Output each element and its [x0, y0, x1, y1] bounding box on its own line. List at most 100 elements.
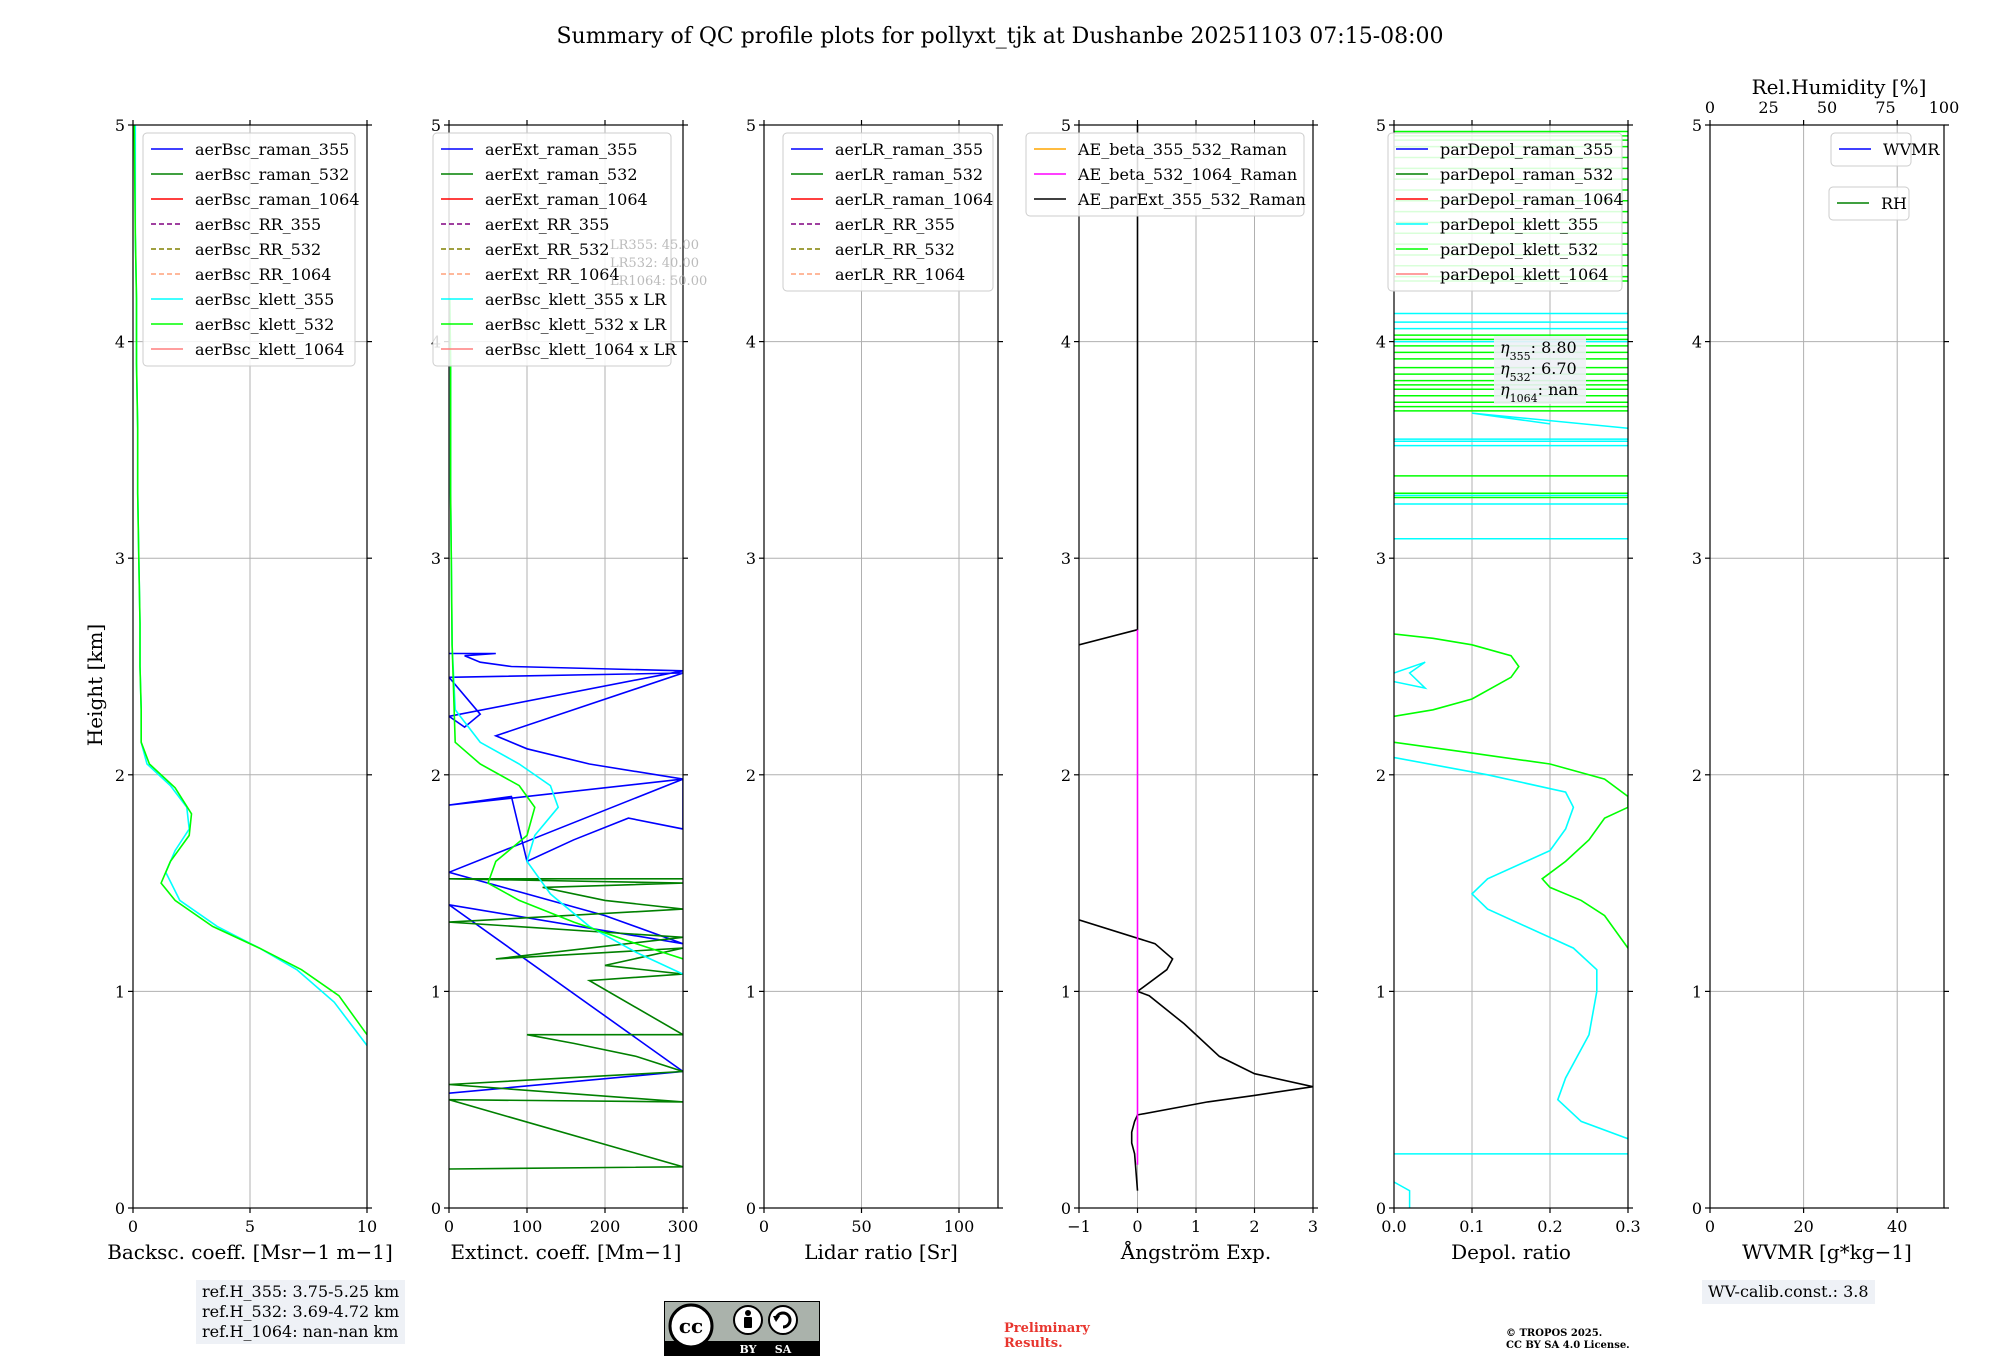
data-layer	[1079, 125, 1313, 1191]
legend-frame	[1387, 132, 1623, 292]
sa-share-icon	[768, 1305, 798, 1335]
top-tick-label: 100	[1929, 98, 1960, 117]
legend-entry: parDepol_klett_355	[1440, 215, 1598, 234]
x-axis-label: Lidar ratio [Sr]	[804, 1240, 958, 1264]
y-tick-label: 0	[1061, 1199, 1071, 1218]
legend-entry: aerLR_RR_355	[835, 215, 955, 234]
legend-entry: aerBsc_RR_1064	[195, 265, 331, 284]
y-tick-label: 3	[431, 549, 441, 568]
legend-lr: aerLR_raman_355 aerLR_raman_532 aerLR_rama…	[782, 132, 994, 292]
legend-entry: AE_beta_532_1064_Raman	[1077, 165, 1297, 184]
y-tick-label: 0	[1376, 1199, 1386, 1218]
y-axis-label: Height [km]	[83, 624, 107, 746]
x-tick-label: 100	[944, 1217, 975, 1236]
x-tick-label: 1	[1191, 1217, 1201, 1236]
legend-frame	[432, 132, 672, 367]
legend-entry: aerLR_RR_532	[835, 240, 955, 259]
x-tick-label: 3	[1308, 1217, 1318, 1236]
y-tick-label: 1	[115, 982, 125, 1001]
panel-lr: 0 50 100 0 1 2 3 4 5 Lidar ratio [Sr] aerLR_raman_…	[746, 116, 1003, 1264]
series-line	[1394, 633, 1520, 718]
legend-entry: aerBsc_raman_1064	[195, 190, 360, 209]
plot-frame	[448, 124, 684, 1209]
x-tick-label: 0.2	[1537, 1217, 1562, 1236]
eta-value: η355: 8.80	[1500, 338, 1577, 363]
y-tick-label: 1	[1692, 982, 1702, 1001]
y-tick-label: 3	[1061, 549, 1071, 568]
legend-entry: aerBsc_klett_1064 x LR	[485, 340, 677, 359]
eta-frame	[1494, 336, 1586, 404]
y-tick-label: 0	[115, 1199, 125, 1218]
legend-wv: WVMR	[1830, 132, 1940, 167]
data-layer	[449, 298, 683, 1170]
sa-label: SA	[775, 1343, 792, 1356]
x-tick-label: 200	[590, 1217, 621, 1236]
legend-entry: aerLR_raman_355	[835, 140, 983, 159]
series-line	[449, 298, 683, 975]
x-axis-label: Backsc. coeff. [Msr−1 m−1]	[107, 1240, 393, 1264]
legend-entry: parDepol_klett_532	[1440, 240, 1598, 259]
legend-entry: RH	[1881, 194, 1907, 213]
panel-bsc: 0 5 10 0 1 2 3 4 5 Backsc. coeff. [Msr−1 m−1] aerB…	[107, 116, 393, 1264]
series-line	[449, 298, 683, 960]
legend-frame	[782, 132, 994, 292]
y-tick-label: 2	[1692, 766, 1702, 785]
y-tick-label: 5	[746, 116, 756, 135]
legend-entry: aerBsc_klett_532 x LR	[485, 315, 667, 334]
depol-segment	[1471, 412, 1628, 429]
legend-depol: parDepol_raman_355 parDepol_raman_532 parD…	[1387, 132, 1624, 292]
legend-entry: WVMR	[1883, 140, 1940, 159]
panel-ext: 0100200300012345Extinct. coeff. [Mm−1]ae…	[431, 116, 707, 1264]
x-tick-label: 2	[1249, 1217, 1259, 1236]
cc-badge-text: cc	[679, 1314, 703, 1338]
x-tick-label: 0	[1705, 1217, 1715, 1236]
legend-entry: aerBsc_klett_1064	[195, 340, 344, 359]
legend-entry: aerBsc_klett_532	[195, 315, 334, 334]
legend-ext: aerExt_raman_355 aerExt_raman_532 aerExt_r…	[432, 132, 677, 367]
x-tick-label: 100	[512, 1217, 543, 1236]
legend-entry: aerLR_RR_1064	[835, 265, 965, 284]
legend-entry: parDepol_raman_355	[1440, 140, 1613, 159]
y-tick-label: 2	[431, 766, 441, 785]
y-tick-label: 3	[1692, 549, 1702, 568]
legend-frame	[1025, 132, 1305, 217]
y-tick-label: 1	[1376, 982, 1386, 1001]
legend-entry: aerExt_RR_355	[485, 215, 609, 234]
y-tick-label: 4	[1061, 333, 1071, 352]
legend-entry: aerExt_RR_532	[485, 240, 609, 259]
depol-segment	[1394, 661, 1428, 690]
y-tick-label: 4	[746, 333, 756, 352]
x-tick-label: 10	[357, 1217, 377, 1236]
preliminary-notice: Preliminary Results.	[1004, 1321, 1090, 1351]
plot-frame	[1709, 124, 1945, 1209]
figure-title: Summary of QC profile plots for pollyxt_…	[556, 24, 1443, 49]
series-line	[1394, 741, 1628, 949]
eta-value: η1064: nan	[1500, 380, 1578, 405]
cc-by-sa-license-badge: cc BY SA	[664, 1301, 820, 1356]
y-tick-label: 5	[115, 116, 125, 135]
wv-calibration-box: WV-calib.const.: 3.8	[1702, 1280, 1875, 1304]
y-tick-label: 2	[1376, 766, 1386, 785]
y-tick-label: 0	[746, 1199, 756, 1218]
legend-entry: parDepol_raman_532	[1440, 165, 1613, 184]
legend-frame	[142, 132, 356, 367]
data-layer	[1394, 130, 1628, 1208]
copyright-line-1: © TROPOS 2025.	[1506, 1328, 1603, 1339]
legend-entry: AE_beta_355_532_Raman	[1077, 140, 1287, 159]
preliminary-line-1: Preliminary	[1004, 1321, 1090, 1336]
y-tick-label: 2	[1061, 766, 1071, 785]
series-line	[449, 877, 683, 1170]
legend-entry: aerBsc_raman_532	[195, 165, 349, 184]
plot-frame	[1393, 124, 1629, 1209]
x-tick-label: 50	[851, 1217, 871, 1236]
wv-calibration-constant: WV-calib.const.: 3.8	[1708, 1282, 1869, 1301]
series-line	[133, 125, 367, 1036]
y-tick-label: 4	[1376, 333, 1386, 352]
y-tick-label: 4	[115, 333, 125, 352]
x-tick-label: 0	[759, 1217, 769, 1236]
x-tick-label: 0.0	[1381, 1217, 1406, 1236]
legend-entry: aerBsc_RR_532	[195, 240, 321, 259]
eta-value: η532: 6.70	[1500, 359, 1577, 384]
